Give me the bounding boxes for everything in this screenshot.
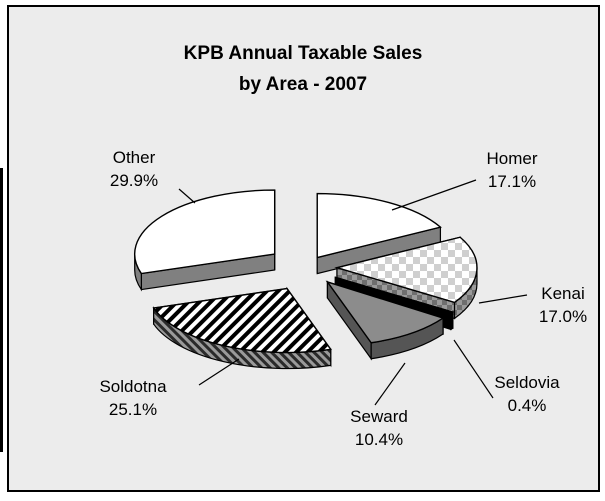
slice-value-soldotna: 25.1% <box>109 400 157 419</box>
slice-value-seldovia: 0.4% <box>508 396 547 415</box>
slice-seward <box>325 280 445 361</box>
slice-label-other: Other <box>113 148 156 167</box>
chart-frame: KPB Annual Taxable Sales by Area - 2007 … <box>7 5 600 492</box>
slice-seldovia-top <box>335 276 455 315</box>
slice-seldovia-rim <box>450 310 454 331</box>
slice-soldotna <box>152 286 332 370</box>
leader-line-other <box>178 188 196 204</box>
slice-label-kenai: Kenai <box>541 284 584 303</box>
slice-label-seldovia: Seldovia <box>494 373 560 392</box>
plot-background <box>7 5 600 492</box>
slice-value-other: 29.9% <box>110 171 158 190</box>
slice-value-seward: 10.4% <box>355 430 403 449</box>
slice-homer <box>316 192 442 275</box>
slice-value-kenai: 17.0% <box>539 307 587 326</box>
leader-line-kenai <box>478 294 528 304</box>
slice-other-top <box>134 189 276 275</box>
slice-label-seward: Seward <box>350 407 408 426</box>
leader-line-seward <box>374 362 406 406</box>
left-edge-bar <box>0 168 3 452</box>
chart-title-line-2: by Area - 2007 <box>239 74 367 95</box>
pie-slices <box>134 189 478 370</box>
leader-line-homer <box>391 179 477 211</box>
leader-line-soldotna <box>198 358 240 386</box>
slice-label-homer: Homer <box>486 149 537 168</box>
leader-line-seldovia <box>453 339 494 399</box>
slice-kenai-top <box>334 236 478 304</box>
leader-lines <box>178 179 528 406</box>
slice-label-soldotna: Soldotna <box>99 377 167 396</box>
slice-soldotna-top <box>152 287 332 354</box>
slice-other <box>134 189 276 292</box>
slice-labels: Homer 17.1% Kenai 17.0% Seldovia 0.4% Seward 10… <box>99 148 587 449</box>
pie-chart: KPB Annual Taxable Sales by Area - 2007 … <box>7 5 600 492</box>
slice-seward-top <box>325 280 445 344</box>
chart-title-line-1: KPB Annual Taxable Sales <box>184 43 423 64</box>
slice-homer-top <box>316 192 442 259</box>
slice-value-homer: 17.1% <box>488 172 536 191</box>
